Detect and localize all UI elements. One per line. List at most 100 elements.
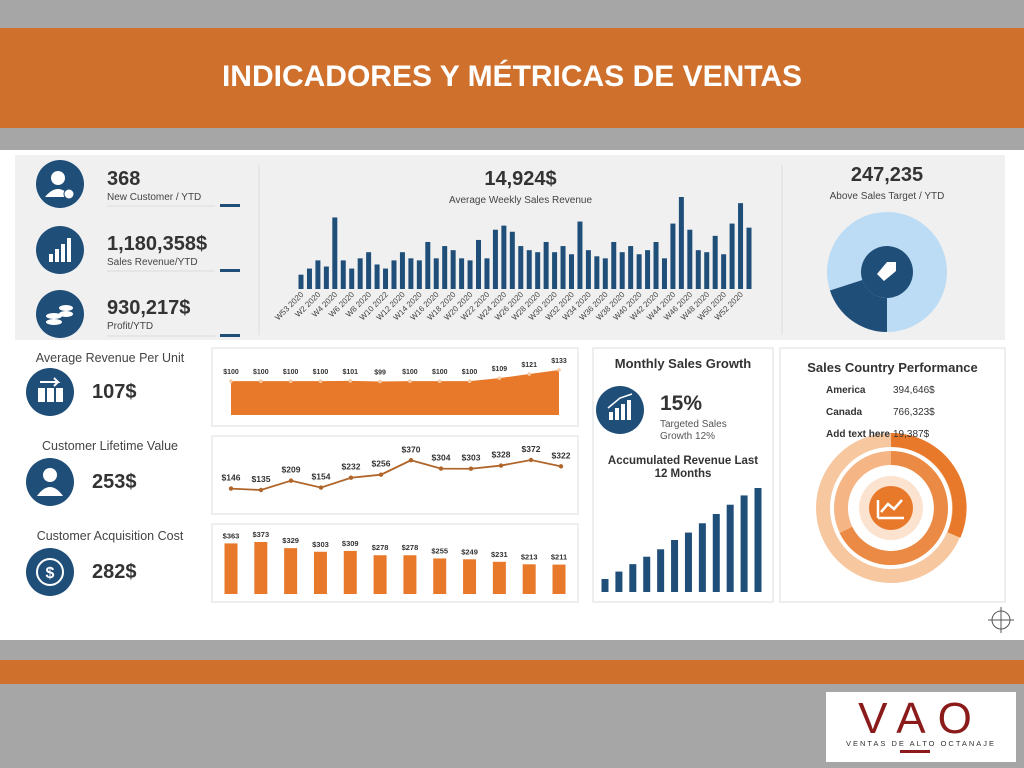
bar bbox=[601, 579, 609, 592]
chart-title: 14,924$ bbox=[484, 168, 557, 190]
point bbox=[228, 486, 234, 491]
bar bbox=[463, 559, 477, 594]
bar bbox=[433, 258, 439, 289]
bar bbox=[492, 561, 506, 594]
bar bbox=[746, 227, 752, 289]
bar bbox=[726, 504, 734, 592]
icon-unit bbox=[26, 368, 74, 416]
data-label: $373 bbox=[252, 530, 269, 539]
point bbox=[527, 372, 531, 376]
data-label: $329 bbox=[282, 536, 299, 545]
point bbox=[258, 487, 264, 493]
bar bbox=[615, 571, 623, 592]
bar bbox=[391, 260, 397, 289]
kpi-label: New Customer / YTD bbox=[107, 192, 202, 203]
growth-value: 15% bbox=[660, 392, 703, 415]
kpi-rules bbox=[107, 205, 215, 337]
point bbox=[468, 466, 474, 471]
point bbox=[408, 458, 414, 463]
point bbox=[467, 379, 472, 383]
bar bbox=[657, 549, 665, 592]
bar bbox=[552, 252, 558, 289]
bar bbox=[636, 254, 642, 289]
point bbox=[318, 485, 324, 490]
data-label: $211 bbox=[551, 553, 567, 562]
metric-label: Customer Lifetime Value bbox=[42, 439, 178, 453]
data-label: $370 bbox=[402, 444, 421, 454]
icon-customer bbox=[36, 160, 84, 208]
header-title: INDICADORES Y MÉTRICAS DE VENTAS bbox=[222, 59, 802, 93]
bar bbox=[433, 558, 447, 594]
bar bbox=[704, 252, 710, 289]
bar bbox=[522, 564, 536, 594]
bar bbox=[501, 225, 507, 289]
bar bbox=[712, 514, 720, 592]
bar bbox=[450, 250, 456, 289]
bar bbox=[653, 241, 659, 289]
line bbox=[230, 459, 562, 491]
chart-box bbox=[211, 523, 579, 603]
bar bbox=[594, 256, 600, 289]
logo-subtitle: VENTAS DE ALTO OCTANAJE bbox=[846, 739, 996, 748]
bar bbox=[343, 550, 357, 594]
point bbox=[348, 379, 353, 383]
bar bbox=[712, 235, 718, 289]
bar bbox=[645, 250, 651, 289]
point bbox=[558, 464, 564, 469]
bar bbox=[467, 260, 473, 289]
point bbox=[378, 379, 382, 384]
growth-title: Monthly Sales Growth bbox=[614, 356, 752, 371]
bar bbox=[323, 266, 329, 289]
bar bbox=[442, 246, 448, 289]
country-value: 394,646$ bbox=[893, 385, 935, 396]
bar bbox=[416, 260, 422, 289]
metric-label: Average Revenue Per Unit bbox=[35, 351, 185, 365]
bar bbox=[543, 241, 549, 289]
icon-growth bbox=[596, 386, 644, 434]
point bbox=[318, 379, 323, 383]
point bbox=[497, 376, 502, 380]
data-label: $231 bbox=[491, 550, 508, 559]
data-label: $100 bbox=[432, 369, 448, 376]
bar bbox=[577, 221, 583, 289]
data-label: $304 bbox=[432, 453, 451, 463]
data-label: $109 bbox=[492, 366, 508, 373]
data-label: $278 bbox=[372, 543, 389, 552]
point bbox=[378, 472, 384, 477]
bar bbox=[678, 197, 684, 289]
bar bbox=[619, 252, 625, 289]
data-label: $256 bbox=[372, 459, 391, 469]
chart-subtitle: Average Weekly Sales Revenue bbox=[448, 195, 593, 206]
metric-label: Customer Acquisition Cost bbox=[36, 529, 184, 543]
point bbox=[438, 466, 444, 471]
logo-title: VAO bbox=[858, 694, 984, 743]
metric-value: 282$ bbox=[92, 561, 137, 583]
bar bbox=[535, 252, 541, 289]
area bbox=[231, 370, 559, 415]
data-label: $101 bbox=[342, 369, 358, 376]
country-value: 766,323$ bbox=[893, 407, 935, 418]
data-label: $154 bbox=[312, 472, 331, 482]
bar bbox=[306, 268, 312, 289]
svg-text:$: $ bbox=[46, 565, 55, 582]
data-label: $213 bbox=[521, 552, 538, 561]
bar bbox=[313, 551, 327, 594]
data-label: $209 bbox=[282, 465, 301, 475]
data-label: $100 bbox=[462, 369, 478, 376]
bar bbox=[403, 555, 417, 594]
country-name: Canada bbox=[826, 407, 863, 418]
data-label: $100 bbox=[223, 369, 239, 376]
bar bbox=[374, 264, 380, 289]
bar bbox=[661, 258, 667, 289]
bar bbox=[738, 203, 744, 289]
bar bbox=[298, 274, 304, 289]
point bbox=[437, 379, 442, 383]
donut-segment bbox=[829, 280, 887, 332]
bar bbox=[357, 258, 363, 289]
bar bbox=[687, 229, 693, 289]
kpi-label: Sales Revenue/YTD bbox=[107, 257, 198, 268]
chart-box bbox=[211, 435, 579, 515]
data-label: $309 bbox=[342, 539, 359, 548]
country-title: Sales Country Performance bbox=[807, 360, 978, 375]
bar bbox=[315, 260, 321, 289]
